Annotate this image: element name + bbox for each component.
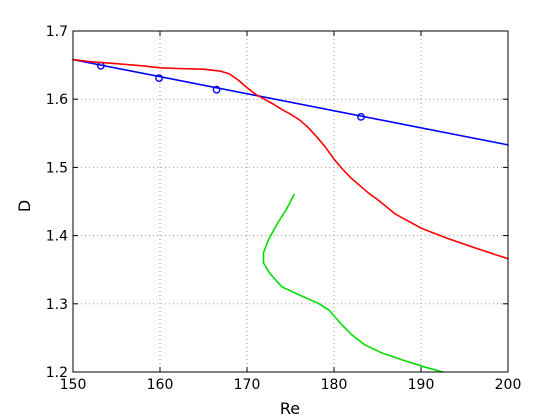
x-tick-label: 180 <box>321 377 348 393</box>
plot-frame <box>72 30 509 373</box>
grid-lines <box>73 31 508 372</box>
red-series-line <box>72 58 509 260</box>
x-tick-label: 190 <box>408 377 435 393</box>
x-tick-label: 200 <box>495 377 522 393</box>
data-point-marker <box>357 113 365 121</box>
y-tick-labels: 1.2 1.3 1.4 1.5 1.6 1.7 <box>46 24 68 381</box>
y-tick-label: 1.5 <box>46 160 68 176</box>
y-tick-label: 1.7 <box>46 24 68 40</box>
y-tick-label: 1.4 <box>46 229 68 245</box>
x-axis-label: Re <box>280 399 300 418</box>
x-tick-label: 160 <box>147 377 174 393</box>
data-point-marker <box>212 85 221 94</box>
green-series-line <box>262 193 444 373</box>
y-axis-label: D <box>15 200 34 212</box>
y-tick-label: 1.3 <box>46 297 68 313</box>
x-tick-labels: 150 160 170 180 190 200 <box>60 377 522 393</box>
series-group <box>72 58 509 373</box>
tick-marks <box>72 30 509 373</box>
x-tick-label: 150 <box>60 377 87 393</box>
blue-series-line <box>72 58 509 146</box>
y-tick-label: 1.2 <box>46 365 68 381</box>
y-tick-label: 1.6 <box>46 92 68 108</box>
data-point-marker <box>155 74 164 83</box>
x-tick-label: 170 <box>234 377 261 393</box>
